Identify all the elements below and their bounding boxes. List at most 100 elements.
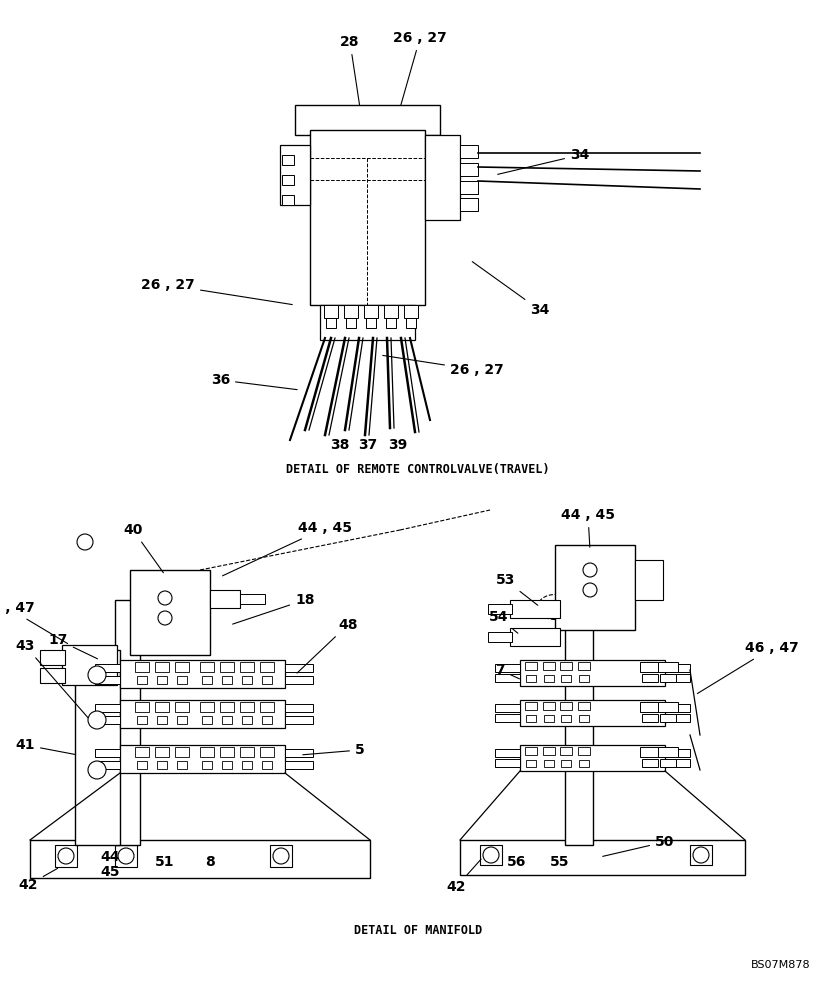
Bar [560,747,572,755]
Bar [175,662,189,672]
Bar [120,745,285,773]
Bar [210,590,240,608]
Text: 18: 18 [232,593,314,624]
Bar [177,761,187,769]
Bar [135,662,149,672]
Bar [310,130,425,305]
Bar [222,676,232,684]
Bar [658,662,678,672]
Bar [202,716,212,724]
Bar [262,716,272,724]
Text: 8: 8 [205,855,215,869]
Bar [543,702,555,710]
Bar [660,714,676,722]
Bar [262,676,272,684]
Text: 26 , 27: 26 , 27 [393,31,447,105]
Bar [282,175,294,185]
Bar [640,702,660,712]
Bar [544,675,554,682]
Bar [200,747,214,757]
Bar [642,759,658,767]
Bar [137,761,147,769]
Bar [155,662,169,672]
Bar [488,604,512,614]
Text: 42: 42 [18,868,58,892]
Text: 43: 43 [16,639,88,718]
Bar [222,761,232,769]
Text: 45: 45 [100,865,120,879]
Bar [495,674,520,682]
Bar [200,662,214,672]
Text: 17: 17 [48,633,98,659]
Circle shape [273,848,289,864]
Text: 34: 34 [497,148,589,174]
Bar [488,632,512,642]
Bar [510,600,560,618]
Bar [526,715,536,722]
Text: 26 , 27: 26 , 27 [141,278,293,305]
Circle shape [88,711,106,729]
Bar [460,163,478,176]
Bar [95,704,120,712]
Bar [135,747,149,757]
Bar [544,760,554,767]
Bar [157,716,167,724]
Text: 44: 44 [100,850,120,864]
Bar [260,662,274,672]
Text: 37: 37 [359,438,378,452]
Bar [665,664,690,672]
Bar [404,305,418,318]
Bar [495,664,520,672]
Bar [285,676,313,684]
Bar [220,747,234,757]
Bar [155,702,169,712]
Circle shape [583,563,597,577]
Bar [137,716,147,724]
Bar [280,145,310,205]
Bar [260,747,274,757]
Bar [480,845,502,865]
Bar [285,664,313,672]
Circle shape [77,534,93,550]
Bar [520,660,665,686]
Bar [175,747,189,757]
Bar [495,749,520,757]
Text: 38: 38 [330,438,349,452]
Bar [240,594,265,604]
Bar [658,747,678,757]
Circle shape [88,666,106,684]
Bar [200,702,214,712]
Bar [285,704,313,712]
Bar [520,700,665,726]
Bar [560,662,572,670]
Bar [366,318,376,328]
Bar [155,747,169,757]
Bar [565,595,593,845]
Bar [642,714,658,722]
Bar [282,195,294,205]
Bar [242,676,252,684]
Bar [202,676,212,684]
Bar [95,664,120,672]
Bar [242,716,252,724]
Bar [260,702,274,712]
Bar [220,662,234,672]
Bar [95,749,120,757]
Bar [75,650,120,845]
Text: 46 , 47: 46 , 47 [0,601,68,644]
Bar [526,760,536,767]
Bar [240,662,254,672]
Bar [242,761,252,769]
Bar [320,305,415,340]
Bar [137,676,147,684]
Bar [642,674,658,682]
Bar [635,560,663,600]
Bar [520,745,665,771]
Bar [346,318,356,328]
Bar [386,318,396,328]
Bar [270,845,292,867]
Bar [690,845,712,865]
Bar [62,645,117,685]
Circle shape [693,847,709,863]
Bar [578,662,590,670]
